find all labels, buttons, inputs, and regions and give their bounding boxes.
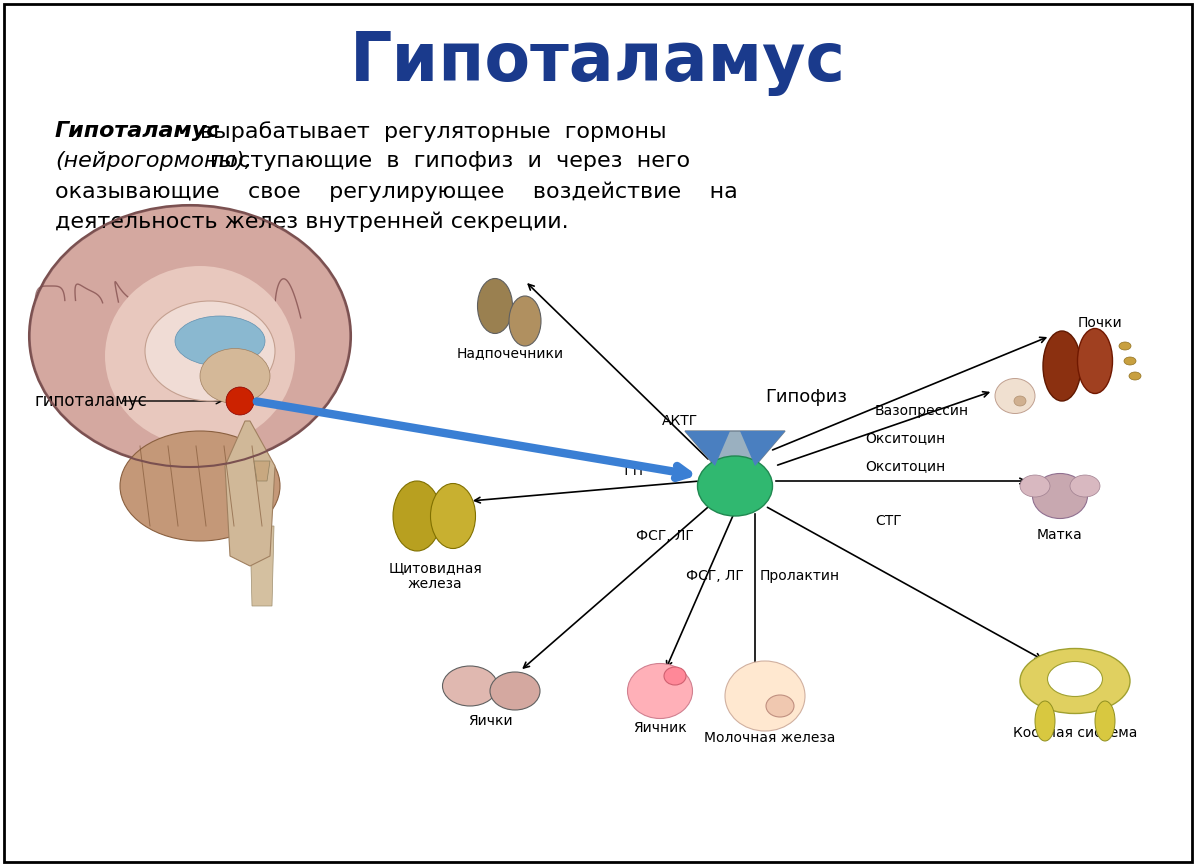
Ellipse shape [175, 316, 266, 366]
Text: Окситоцин: Окситоцин [865, 459, 945, 473]
Ellipse shape [145, 301, 275, 401]
Ellipse shape [1014, 396, 1026, 406]
Text: АКТГ: АКТГ [661, 414, 698, 428]
Ellipse shape [1119, 342, 1131, 350]
Text: Вазопрессин: Вазопрессин [875, 404, 969, 418]
Text: ФСГ, ЛГ: ФСГ, ЛГ [636, 529, 694, 543]
Ellipse shape [697, 456, 773, 516]
Ellipse shape [490, 672, 541, 710]
Ellipse shape [393, 481, 441, 551]
Ellipse shape [105, 266, 295, 446]
Ellipse shape [1032, 474, 1087, 519]
Text: гипоталамус: гипоталамус [35, 392, 148, 410]
Text: ФСГ, ЛГ: ФСГ, ЛГ [687, 569, 744, 583]
FancyArrowPatch shape [257, 402, 688, 478]
Polygon shape [740, 431, 785, 466]
Text: вырабатывает  регуляторные  гормоны: вырабатывает регуляторные гормоны [200, 121, 666, 142]
Polygon shape [225, 421, 275, 566]
Ellipse shape [30, 206, 350, 466]
Text: Гипоталамус: Гипоталамус [55, 121, 220, 141]
Text: (нейрогормоны),: (нейрогормоны), [55, 151, 252, 171]
Text: Надпочечники: Надпочечники [457, 346, 563, 360]
Text: Яички: Яички [468, 714, 512, 728]
Ellipse shape [628, 663, 692, 719]
Text: Почки: Почки [1078, 316, 1122, 330]
Text: СТГ: СТГ [875, 514, 902, 528]
Polygon shape [254, 461, 270, 481]
Text: Костная система: Костная система [1013, 726, 1137, 740]
Ellipse shape [765, 695, 794, 717]
Ellipse shape [1035, 701, 1055, 741]
Ellipse shape [200, 348, 270, 404]
Circle shape [226, 387, 254, 415]
Ellipse shape [509, 296, 541, 346]
Text: Яичник: Яичник [633, 721, 687, 735]
Ellipse shape [1048, 662, 1103, 696]
Text: оказывающие    свое    регулирующее    воздействие    на: оказывающие свое регулирующее воздействи… [55, 181, 738, 202]
Ellipse shape [1078, 328, 1112, 393]
Polygon shape [685, 431, 730, 466]
Text: поступающие  в  гипофиз  и  через  него: поступающие в гипофиз и через него [210, 151, 690, 171]
Ellipse shape [995, 378, 1035, 413]
Text: ТТГ: ТТГ [622, 464, 648, 478]
Ellipse shape [1096, 701, 1115, 741]
Ellipse shape [431, 483, 476, 548]
Ellipse shape [477, 279, 513, 333]
Ellipse shape [1124, 357, 1136, 365]
Polygon shape [250, 526, 274, 606]
Ellipse shape [1070, 475, 1100, 497]
Text: Щитовидная
железа: Щитовидная железа [389, 561, 482, 591]
Ellipse shape [664, 667, 687, 685]
Text: Матка: Матка [1037, 528, 1082, 542]
Text: Гипофиз: Гипофиз [765, 388, 847, 406]
Ellipse shape [1020, 475, 1050, 497]
Ellipse shape [1020, 649, 1130, 714]
Polygon shape [685, 431, 785, 466]
Text: Окситоцин: Окситоцин [865, 431, 945, 445]
Text: деятельность желез внутренней секреции.: деятельность желез внутренней секреции. [55, 211, 568, 231]
Text: Пролактин: Пролактин [759, 569, 840, 583]
Ellipse shape [120, 431, 280, 541]
Ellipse shape [1043, 331, 1081, 401]
Text: Молочная железа: Молочная железа [704, 731, 836, 745]
Text: Гипоталамус: Гипоталамус [350, 30, 846, 96]
Ellipse shape [725, 661, 805, 731]
Ellipse shape [443, 666, 498, 706]
Ellipse shape [1129, 372, 1141, 380]
